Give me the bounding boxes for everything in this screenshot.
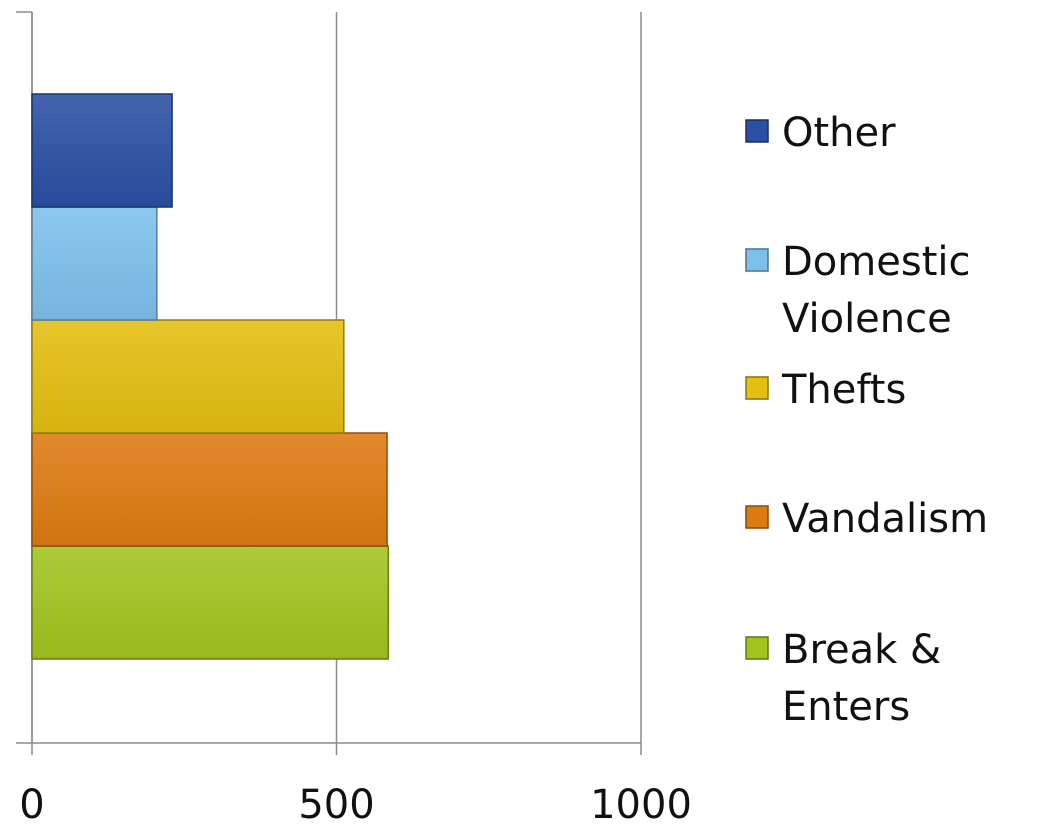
x-tick-label-1000: 1000 <box>590 782 692 828</box>
legend-label: Other <box>782 110 896 156</box>
legend-item-2: Thefts <box>745 367 906 413</box>
legend-label: Break & <box>782 627 941 673</box>
legend-label: Enters <box>782 684 910 730</box>
legend-label: Vandalism <box>782 496 988 542</box>
bar-break-enters <box>31 545 390 660</box>
legend-swatch <box>745 636 769 660</box>
legend-label: Domestic <box>782 239 970 285</box>
legend-item-3: Vandalism <box>745 496 988 542</box>
legend-label: Thefts <box>781 367 906 413</box>
x-tick-label-0: 0 <box>19 782 44 828</box>
bar-other <box>31 93 173 208</box>
legend-swatch <box>745 119 769 143</box>
bars <box>31 93 390 660</box>
legend-swatch <box>745 505 769 529</box>
legend: Other Domestic Violence Thefts Vandalism Brea… <box>745 110 988 730</box>
bar-thefts <box>31 319 345 434</box>
legend-swatch <box>745 248 769 272</box>
legend-item-4: Break & Enters <box>745 627 941 730</box>
x-tick-labels: 0 500 1000 <box>19 782 692 828</box>
legend-item-1: Domestic Violence <box>745 239 970 342</box>
legend-label: Violence <box>782 296 952 342</box>
legend-item-0: Other <box>745 110 896 156</box>
legend-swatch <box>745 376 769 400</box>
bar-domestic-violence <box>31 206 158 321</box>
bar-vandalism <box>31 432 388 547</box>
x-tick-label-500: 500 <box>298 782 374 828</box>
